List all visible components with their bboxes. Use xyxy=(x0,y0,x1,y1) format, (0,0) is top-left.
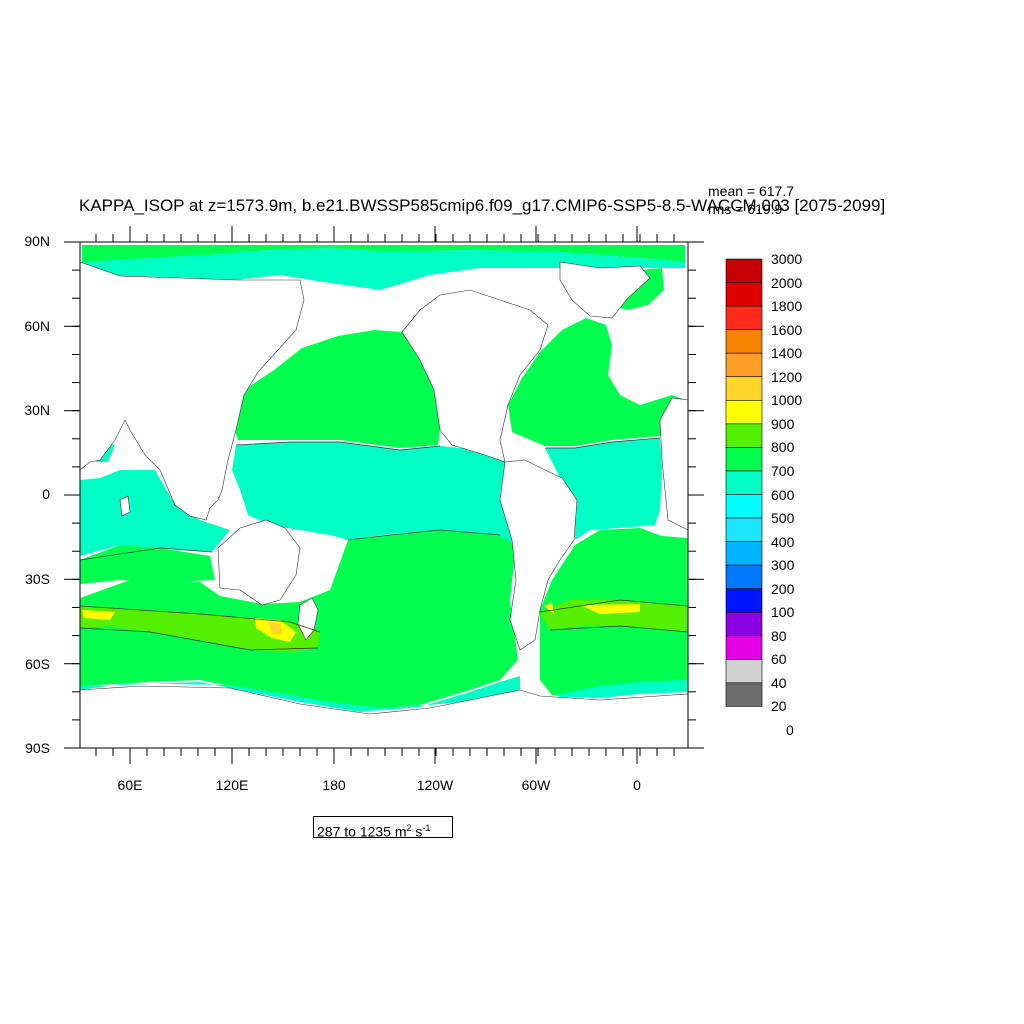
x-tick-label: 120E xyxy=(215,777,249,793)
x-tick-label: 180 xyxy=(322,777,346,793)
colorbar-label: 20 xyxy=(771,698,787,715)
mean-stat: mean = 617.7 xyxy=(708,183,795,199)
colorbar-swatch xyxy=(725,635,763,660)
colorbar-swatch xyxy=(725,682,763,707)
colorbar-swatch xyxy=(725,258,763,283)
colorbar-swatch xyxy=(725,447,763,472)
colorbar-label: 40 xyxy=(771,674,787,691)
colorbar-swatch xyxy=(725,329,763,354)
colorbar xyxy=(725,258,763,707)
map-panel xyxy=(64,226,704,764)
colorbar-label: 200 xyxy=(771,580,795,597)
ocean-aqua-layer xyxy=(80,248,688,712)
colorbar-swatch xyxy=(725,659,763,684)
colorbar-label: 80 xyxy=(771,627,787,644)
x-tick-label: 60W xyxy=(521,777,551,793)
ocean-900-1000-layer xyxy=(268,622,282,634)
colorbar-label: 60 xyxy=(771,651,787,668)
colorbar-label: 600 xyxy=(771,486,795,503)
colorbar-label: 0 xyxy=(786,722,794,738)
x-tick-label: 60E xyxy=(117,777,143,793)
ocean-700-800-layer xyxy=(80,600,688,652)
colorbar-swatch xyxy=(725,517,763,542)
colorbar-swatch xyxy=(725,611,763,637)
colorbar-label: 500 xyxy=(771,510,795,527)
colorbar-swatch xyxy=(725,494,763,519)
colorbar-label: 2000 xyxy=(771,274,803,291)
y-tick-label: 90S xyxy=(25,740,50,756)
y-tick-label: 0 xyxy=(42,486,50,502)
axis-ticks xyxy=(64,226,704,764)
colorbar-swatch xyxy=(725,282,763,307)
colorbar-label: 1200 xyxy=(771,368,803,385)
y-tick-label: 30N xyxy=(24,402,50,418)
colorbar-swatch xyxy=(725,399,763,425)
contour-lines xyxy=(79,437,689,651)
y-tick-label: 60N xyxy=(24,318,50,334)
x-tick-label: 120W xyxy=(416,777,454,793)
colorbar-label: 100 xyxy=(771,604,795,621)
rms-stat: rms = 619.9 xyxy=(708,201,783,217)
colorbar-swatch xyxy=(725,305,763,330)
colorbar-swatch xyxy=(725,470,763,495)
y-tick-label: 30S xyxy=(25,571,50,587)
range-label: 287 to 1235 m2 s-1 xyxy=(313,816,453,840)
plot-title: KAPPA_ISOP at z=1573.9m, b.e21.BWSSP585c… xyxy=(79,196,886,215)
colorbar-label: 1600 xyxy=(771,321,803,338)
colorbar-label: 1400 xyxy=(771,345,803,362)
colorbar-label: 1800 xyxy=(771,298,803,315)
land-layer xyxy=(79,261,689,749)
colorbar-swatch xyxy=(725,423,763,448)
colorbar-swatch xyxy=(725,352,763,378)
colorbar-label: 3000 xyxy=(771,251,803,267)
colorbar-label: 700 xyxy=(771,462,795,479)
x-tick-label: 0 xyxy=(633,777,641,793)
y-tick-label: 90N xyxy=(24,233,50,249)
colorbar-label: 400 xyxy=(771,533,795,550)
colorbar-label: 300 xyxy=(771,557,795,574)
colorbar-swatch xyxy=(725,564,763,590)
colorbar-swatch xyxy=(725,376,763,401)
colorbar-swatch xyxy=(725,541,763,566)
colorbar-label: 1000 xyxy=(771,392,803,409)
y-tick-label: 60S xyxy=(25,656,50,672)
colorbar-label: 900 xyxy=(771,415,795,432)
colorbar-label: 800 xyxy=(771,439,795,456)
colorbar-swatch xyxy=(725,588,763,613)
